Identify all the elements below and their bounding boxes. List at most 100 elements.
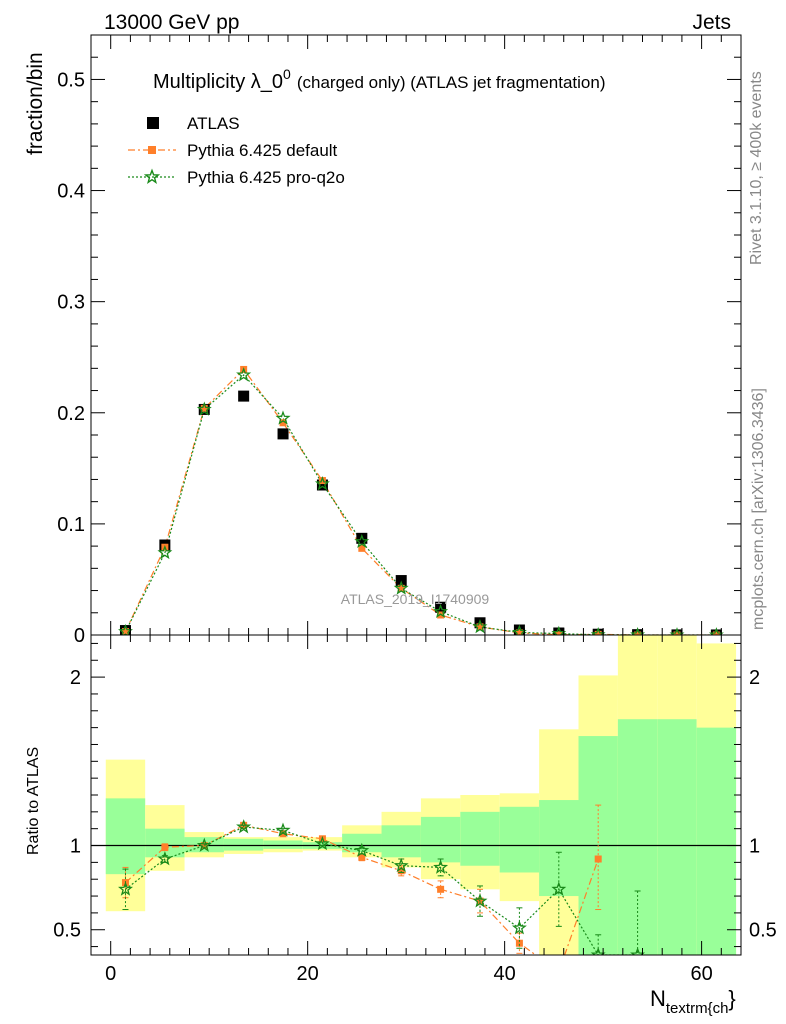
chart-title-rest: (charged only) (ATLAS jet fragmentation) — [297, 73, 606, 92]
ratio-y-tick-label-left: 2 — [70, 667, 81, 689]
x-tick-label: 0 — [105, 963, 116, 985]
data-point-atlas — [277, 428, 289, 440]
energy-label: 13000 GeV pp — [104, 11, 239, 34]
data-point-default — [712, 631, 720, 635]
legend-proq2o-label: Pythia 6.425 pro-q2o — [187, 168, 345, 187]
ratio-point-default — [279, 830, 287, 838]
data-point-default — [200, 404, 208, 412]
process-label: Jets — [692, 11, 731, 34]
ratio-point-default — [397, 867, 405, 875]
stat-band — [657, 719, 697, 955]
analysis-watermark: ATLAS_2019_I1740909 — [341, 591, 490, 607]
ratio-point-proq2o — [630, 947, 646, 955]
data-point-proq2o — [393, 580, 409, 595]
ratio-y-tick-label-right: 1 — [749, 836, 760, 858]
data-point-default — [555, 631, 563, 635]
x-tick-label: 20 — [297, 963, 319, 985]
ratio-point-proq2o — [393, 857, 409, 873]
ratio-point-proq2o — [196, 837, 212, 852]
legend-atlas-label: ATLAS — [187, 114, 240, 133]
ratio-marks — [91, 635, 741, 975]
y-tick-label: 0.5 — [57, 69, 85, 91]
stat-band — [539, 800, 579, 897]
chart-title-sup: 0 — [283, 66, 291, 82]
data-point-proq2o — [275, 410, 291, 425]
ratio-point-proq2o — [590, 947, 606, 955]
x-axis-title-end: } — [728, 986, 735, 1011]
data-point-proq2o — [472, 619, 488, 634]
legend: ATLAS Pythia 6.425 default Pythia 6.425 … — [128, 114, 345, 187]
chart-title-main: Multiplicity λ_0 — [153, 71, 283, 93]
stat-band — [420, 816, 461, 863]
ratio-point-default — [437, 885, 445, 893]
y-tick-label: 0.4 — [57, 181, 85, 203]
stat-band — [460, 811, 500, 866]
ratio-y-tick-label-right: 0.5 — [749, 920, 777, 942]
data-point-default — [318, 477, 326, 485]
data-point-default — [634, 631, 642, 635]
stat-band — [223, 838, 264, 851]
data-point-proq2o — [551, 625, 567, 635]
y-tick-label: 0.1 — [57, 514, 85, 536]
ratio-point-default — [594, 855, 602, 863]
data-point-default — [476, 623, 484, 631]
stat-band — [263, 840, 303, 849]
stat-band — [499, 806, 540, 873]
data-point-proq2o — [511, 624, 527, 635]
data-point-proq2o — [118, 623, 133, 635]
y-tick-label: 0 — [74, 625, 85, 647]
data-point-default — [594, 630, 602, 635]
ratio-point-default — [161, 843, 169, 851]
x-axis-title-sub: textrm{ch — [666, 1000, 729, 1017]
data-point-atlas — [356, 532, 368, 544]
ratio-point-proq2o — [354, 842, 370, 857]
data-point-proq2o — [590, 626, 606, 635]
axes: 0 0.1 0.2 0.3 0.4 0.5 0 20 40 60 0.5 0.5 1 1 2 2 — [53, 34, 777, 985]
stat-band — [696, 727, 737, 955]
data-point-default — [397, 584, 405, 592]
data-point-proq2o — [630, 627, 646, 635]
ratio-line-proq2o — [125, 826, 638, 955]
data-point-default — [437, 611, 445, 619]
data-point-proq2o — [669, 627, 685, 635]
ratio-point-proq2o — [275, 822, 291, 837]
x-tick-label: 40 — [494, 963, 516, 985]
data-point-atlas — [238, 390, 250, 402]
y-tick-label: 0.2 — [57, 403, 85, 425]
y-tick-label: 0.3 — [57, 292, 85, 314]
legend-default-label: Pythia 6.425 default — [187, 141, 338, 160]
data-point-proq2o — [157, 544, 173, 560]
rivet-label: Rivet 3.1.10, ≥ 400k events — [748, 71, 765, 265]
ratio-y-tick-label-left: 1 — [70, 836, 81, 858]
ratio-y-axis-title: Ratio to ATLAS — [25, 747, 42, 855]
ratio-y-tick-label-right: 2 — [749, 667, 760, 689]
y-axis-title: fraction/bin — [24, 52, 47, 155]
data-point-atlas — [553, 627, 565, 635]
chart-title: Multiplicity λ_00 (charged only) (ATLAS j… — [153, 66, 606, 93]
data-point-default — [279, 419, 287, 427]
data-point-proq2o — [708, 627, 724, 635]
data-point-proq2o — [236, 367, 252, 382]
data-point-default — [515, 629, 523, 635]
legend-default-marker — [148, 146, 156, 154]
ratio-point-proq2o — [511, 920, 527, 935]
data-point-proq2o — [196, 401, 212, 416]
legend-proq2o-marker — [143, 168, 161, 184]
x-axis-title: Ntextrm{ch} — [650, 986, 736, 1017]
data-point-default — [673, 631, 681, 635]
ratio-point-default — [555, 968, 562, 975]
data-point-default — [358, 544, 366, 552]
stat-band — [381, 825, 421, 858]
ratio-y-tick-label-left: 0.5 — [53, 920, 81, 942]
ratio-point-proq2o — [157, 851, 173, 866]
legend-atlas-marker — [147, 117, 159, 129]
ratio-point-proq2o — [314, 835, 330, 851]
ratio-point-default — [358, 853, 366, 861]
mcplots-label: mcplots.cern.ch [arXiv:1306.3436] — [750, 388, 767, 630]
ratio-point-proq2o — [472, 893, 488, 908]
data-point-proq2o — [314, 475, 330, 491]
data-point-proq2o — [354, 533, 370, 548]
x-axis-title-main: N — [650, 986, 666, 1011]
